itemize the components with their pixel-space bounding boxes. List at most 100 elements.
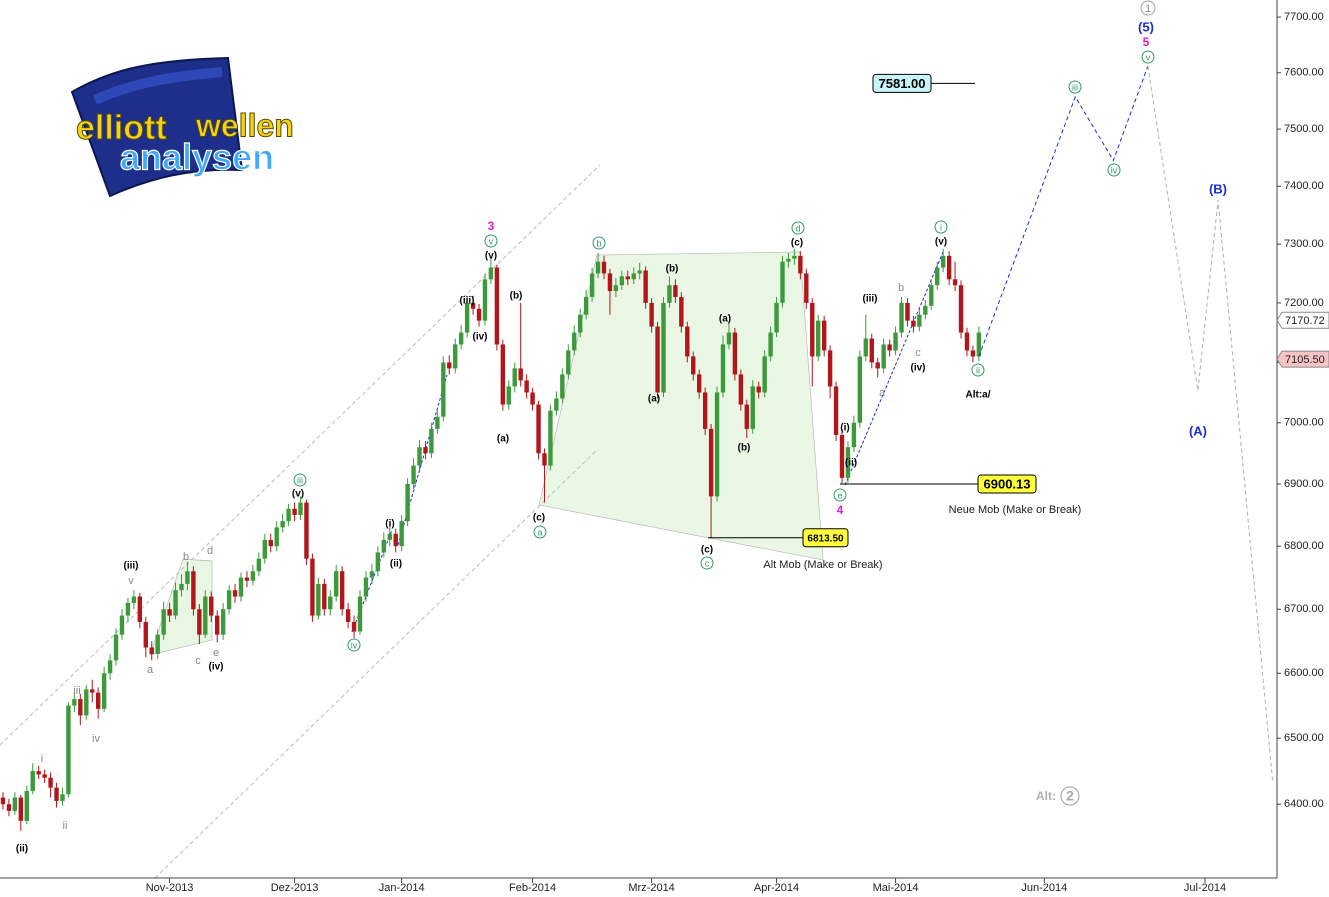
candle-body: [435, 416, 440, 429]
candle-body: [750, 386, 755, 429]
candle-body: [786, 258, 791, 262]
candle-body: [339, 571, 345, 610]
candle-body: [423, 447, 428, 454]
wave-label: (ii): [845, 458, 857, 469]
candle-body: [964, 332, 970, 351]
candle-body: [6, 804, 12, 811]
wave-label: 5: [1143, 35, 1150, 49]
wave-label: (A): [1189, 423, 1207, 438]
y-tick-label: 7000.00: [1284, 417, 1324, 429]
candle-body: [375, 552, 381, 572]
alternate-path: [1147, 65, 1274, 784]
wave-label: Neue Mob (Make or Break): [949, 504, 1082, 516]
wave-label: i: [41, 753, 43, 765]
wave-label: (b): [666, 264, 679, 275]
candle-body: [381, 539, 387, 553]
candle-body: [131, 596, 137, 603]
x-tick-label: Feb-2014: [509, 882, 556, 894]
wave-label: (c): [791, 238, 803, 249]
candle-body: [453, 344, 458, 369]
candle-body: [238, 577, 244, 597]
candle-body: [970, 350, 976, 357]
wave-label: e: [213, 647, 219, 659]
candle-body: [845, 447, 851, 478]
candle-body: [923, 305, 928, 315]
wave-circle: [1068, 80, 1082, 94]
wave-label: c: [195, 655, 201, 667]
wave-label: (b): [738, 443, 751, 454]
candle-body: [351, 621, 357, 632]
candle-body: [667, 285, 672, 303]
price-tag: [1276, 311, 1329, 329]
candle-body: [113, 634, 119, 661]
candle-body: [899, 302, 904, 333]
wave-label: iv: [92, 733, 100, 745]
candle-body: [911, 320, 916, 327]
candle-body: [173, 590, 178, 616]
candle-body: [839, 434, 845, 478]
y-tick-label: 6700.00: [1284, 603, 1324, 615]
candle-body: [732, 332, 738, 375]
candle-body: [464, 302, 470, 333]
candle-body: [536, 404, 541, 454]
candle-body: [833, 386, 839, 435]
x-tick-label: Jun-2014: [1021, 882, 1067, 894]
candle-body: [42, 774, 47, 778]
wave-label: iii: [73, 685, 80, 697]
wave-circle: [1107, 163, 1121, 177]
candle-body: [756, 386, 761, 393]
candle-body: [316, 583, 321, 616]
wave-label: v: [1146, 52, 1151, 62]
candle-body: [90, 689, 95, 693]
candle-body: [345, 609, 351, 622]
candle-body: [643, 270, 648, 303]
candle-body: [810, 302, 815, 357]
wave-label: (c): [701, 545, 713, 556]
wave-circle: [1140, 0, 1156, 16]
candle-body: [952, 279, 958, 286]
candle-body: [935, 267, 940, 286]
wave-label: Alt:: [1036, 789, 1056, 803]
candle-body: [78, 699, 83, 716]
wave-label: (b): [510, 291, 523, 302]
candle-body: [197, 609, 202, 635]
candle-body: [447, 362, 452, 369]
candle-body: [203, 596, 208, 635]
wave-label: a: [147, 664, 154, 676]
candle-body: [143, 621, 148, 648]
logo-text: wellen: [195, 107, 294, 143]
y-tick-label: 6600.00: [1284, 667, 1324, 679]
level-box: [977, 474, 1037, 494]
candle-body: [214, 615, 220, 635]
wave-circle: [293, 473, 307, 487]
candle-body: [399, 521, 404, 547]
wave-label: (i): [385, 519, 394, 530]
candle-body: [929, 285, 934, 306]
wave-label: c: [705, 558, 710, 568]
wave-label: b: [183, 551, 189, 563]
candle-body: [268, 539, 273, 547]
candle-body: [286, 508, 291, 522]
wave-label: Alt:a/: [966, 390, 991, 401]
candle-body: [54, 787, 59, 801]
y-tick-label: 7600.00: [1284, 67, 1324, 79]
wave-label: (ii): [16, 844, 28, 855]
candle-body: [417, 447, 422, 466]
wave-label: (iii): [460, 296, 475, 307]
wave-label: b: [898, 282, 904, 294]
candle-body: [482, 279, 488, 321]
candle-body: [798, 255, 803, 274]
candle-body: [637, 270, 642, 274]
candles: [0, 248, 982, 831]
wave-circle: [791, 221, 805, 235]
candle-body: [548, 410, 553, 466]
wave-label: e: [837, 490, 842, 500]
wave-label: ii: [976, 365, 980, 375]
candle-body: [232, 590, 238, 597]
candle-body: [827, 350, 833, 387]
wave-label: (i): [840, 423, 849, 434]
level-label: 7581.00: [879, 76, 926, 91]
wave-circle: [833, 488, 847, 502]
candle-body: [661, 302, 666, 393]
